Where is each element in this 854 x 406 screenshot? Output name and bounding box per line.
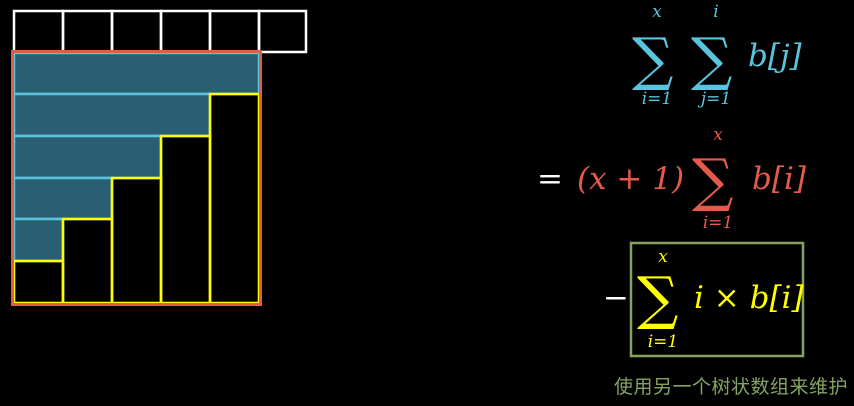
sum1-lower: i=1 xyxy=(642,89,673,109)
yellow-bar xyxy=(14,261,63,303)
sum-symbol: ∑ xyxy=(637,264,678,332)
grid-diagram xyxy=(13,11,307,305)
top-cell xyxy=(161,11,210,52)
sum-lower: i=1 xyxy=(648,332,679,352)
sum1-upper: x xyxy=(652,2,662,22)
top-cell xyxy=(259,11,306,52)
blue-staircase xyxy=(14,53,259,261)
sum-symbol: ∑ xyxy=(691,25,732,93)
sum-upper: x xyxy=(713,125,723,145)
blue-row xyxy=(14,136,161,178)
top-cell xyxy=(63,11,112,52)
equals-sign: = xyxy=(537,161,563,197)
blue-row xyxy=(14,219,63,261)
factor-x-plus-1: (x + 1) xyxy=(577,161,684,197)
term-i-times-b-i: i × b[i] xyxy=(694,280,804,316)
top-cell xyxy=(14,11,63,52)
yellow-bar xyxy=(63,219,112,303)
formula-factor-sum: = (x + 1) ∑ x i=1 b[i] xyxy=(537,125,807,233)
sum-upper: x xyxy=(658,247,668,267)
yellow-bar xyxy=(112,178,161,303)
sum-symbol: ∑ xyxy=(692,146,733,214)
top-cell xyxy=(210,11,259,52)
sum-lower: i=1 xyxy=(703,213,734,233)
blue-row xyxy=(14,94,210,136)
term-b-j: b[j] xyxy=(748,38,803,74)
sum2-upper: i xyxy=(713,2,718,22)
yellow-bar xyxy=(161,136,210,303)
formula-weighted-sum: − ∑ x i=1 i × b[i] xyxy=(603,243,804,356)
subtitle-caption: 使用另一个树状数组来维护 xyxy=(614,372,848,399)
minus-sign: − xyxy=(603,280,629,316)
term-b-i: b[i] xyxy=(752,161,807,197)
blue-row xyxy=(14,178,112,219)
yellow-bar xyxy=(210,94,259,303)
blue-row xyxy=(14,53,259,94)
top-row-cells xyxy=(14,11,306,52)
sum-symbol: ∑ xyxy=(632,25,673,93)
sum2-lower: j=1 xyxy=(697,89,731,109)
formula-double-sum: ∑ x i=1 ∑ i j=1 b[j] xyxy=(632,2,803,109)
top-cell xyxy=(112,11,161,52)
